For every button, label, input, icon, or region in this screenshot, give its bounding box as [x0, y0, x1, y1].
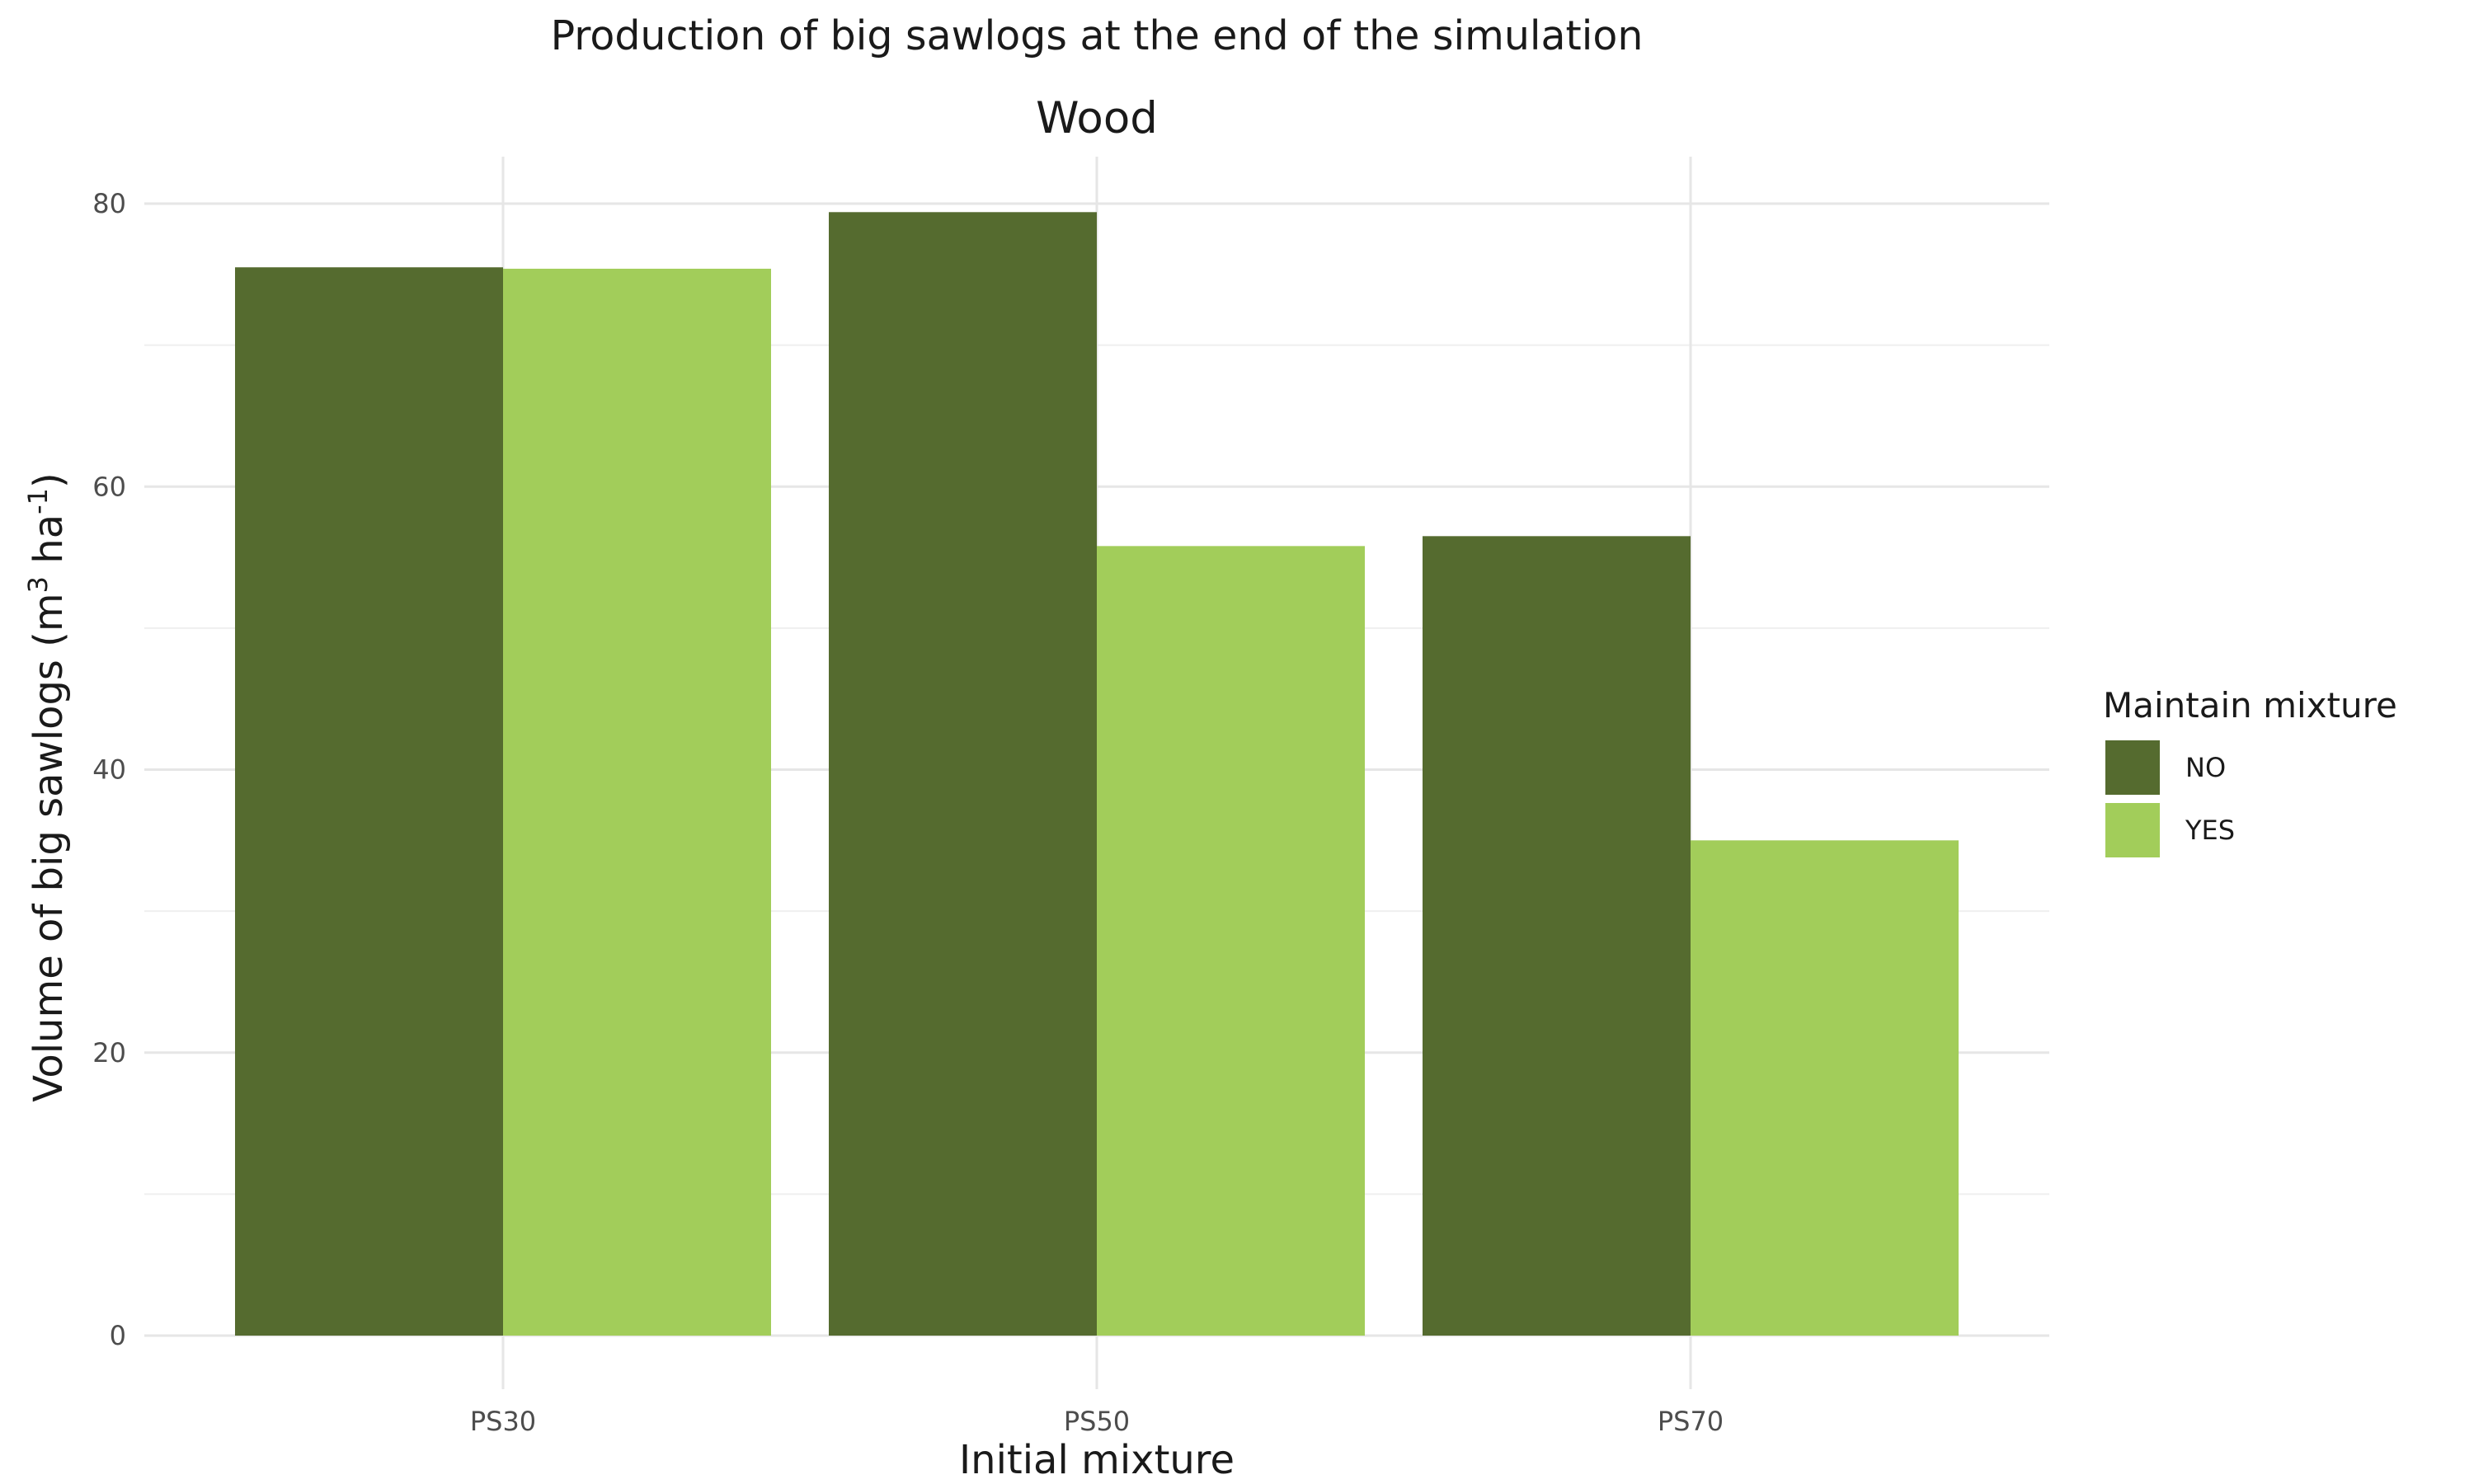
- y-tick-labels: 0 20 40 60 80: [92, 188, 126, 1351]
- legend-swatch-no: [2105, 740, 2160, 795]
- y-axis-title-mid: ha: [26, 514, 72, 576]
- bar-no-ps30: [235, 267, 503, 1336]
- bar-yes-ps30: [503, 268, 771, 1336]
- bar-yes-ps50: [1097, 546, 1365, 1336]
- y-axis-title-end: ): [26, 472, 72, 488]
- legend-label-no: NO: [2185, 752, 2226, 783]
- bars: [235, 212, 1959, 1336]
- y-axis-title-sup2: -1: [22, 488, 54, 514]
- bar-no-ps50: [829, 212, 1097, 1336]
- y-axis-title-text: Volume of big sawlogs (m: [26, 593, 72, 1101]
- x-tick-label: PS70: [1658, 1406, 1724, 1437]
- y-axis-title-sup1: 3: [22, 576, 54, 593]
- legend-label-yes: YES: [2185, 815, 2235, 846]
- y-tick-label: 0: [110, 1320, 126, 1351]
- y-tick-label: 80: [92, 188, 126, 219]
- y-axis-title: Volume of big sawlogs (m3 ha-1): [22, 472, 72, 1102]
- x-tick-label: PS50: [1064, 1406, 1130, 1437]
- facet-label: Wood: [1036, 93, 1158, 143]
- x-axis-title: Initial mixture: [959, 1437, 1235, 1483]
- chart-title: Production of big sawlogs at the end of …: [551, 12, 1644, 59]
- bar-no-ps70: [1423, 536, 1691, 1336]
- y-tick-label: 20: [92, 1037, 126, 1068]
- x-tick-labels: PS30 PS50 PS70: [470, 1406, 1724, 1437]
- legend: Maintain mixture NO YES: [2103, 685, 2397, 857]
- legend-swatch-yes: [2105, 803, 2160, 857]
- y-tick-label: 40: [92, 754, 126, 786]
- x-tick-label: PS30: [470, 1406, 536, 1437]
- legend-title: Maintain mixture: [2103, 685, 2397, 726]
- y-tick-label: 60: [92, 471, 126, 502]
- bar-yes-ps70: [1691, 840, 1959, 1336]
